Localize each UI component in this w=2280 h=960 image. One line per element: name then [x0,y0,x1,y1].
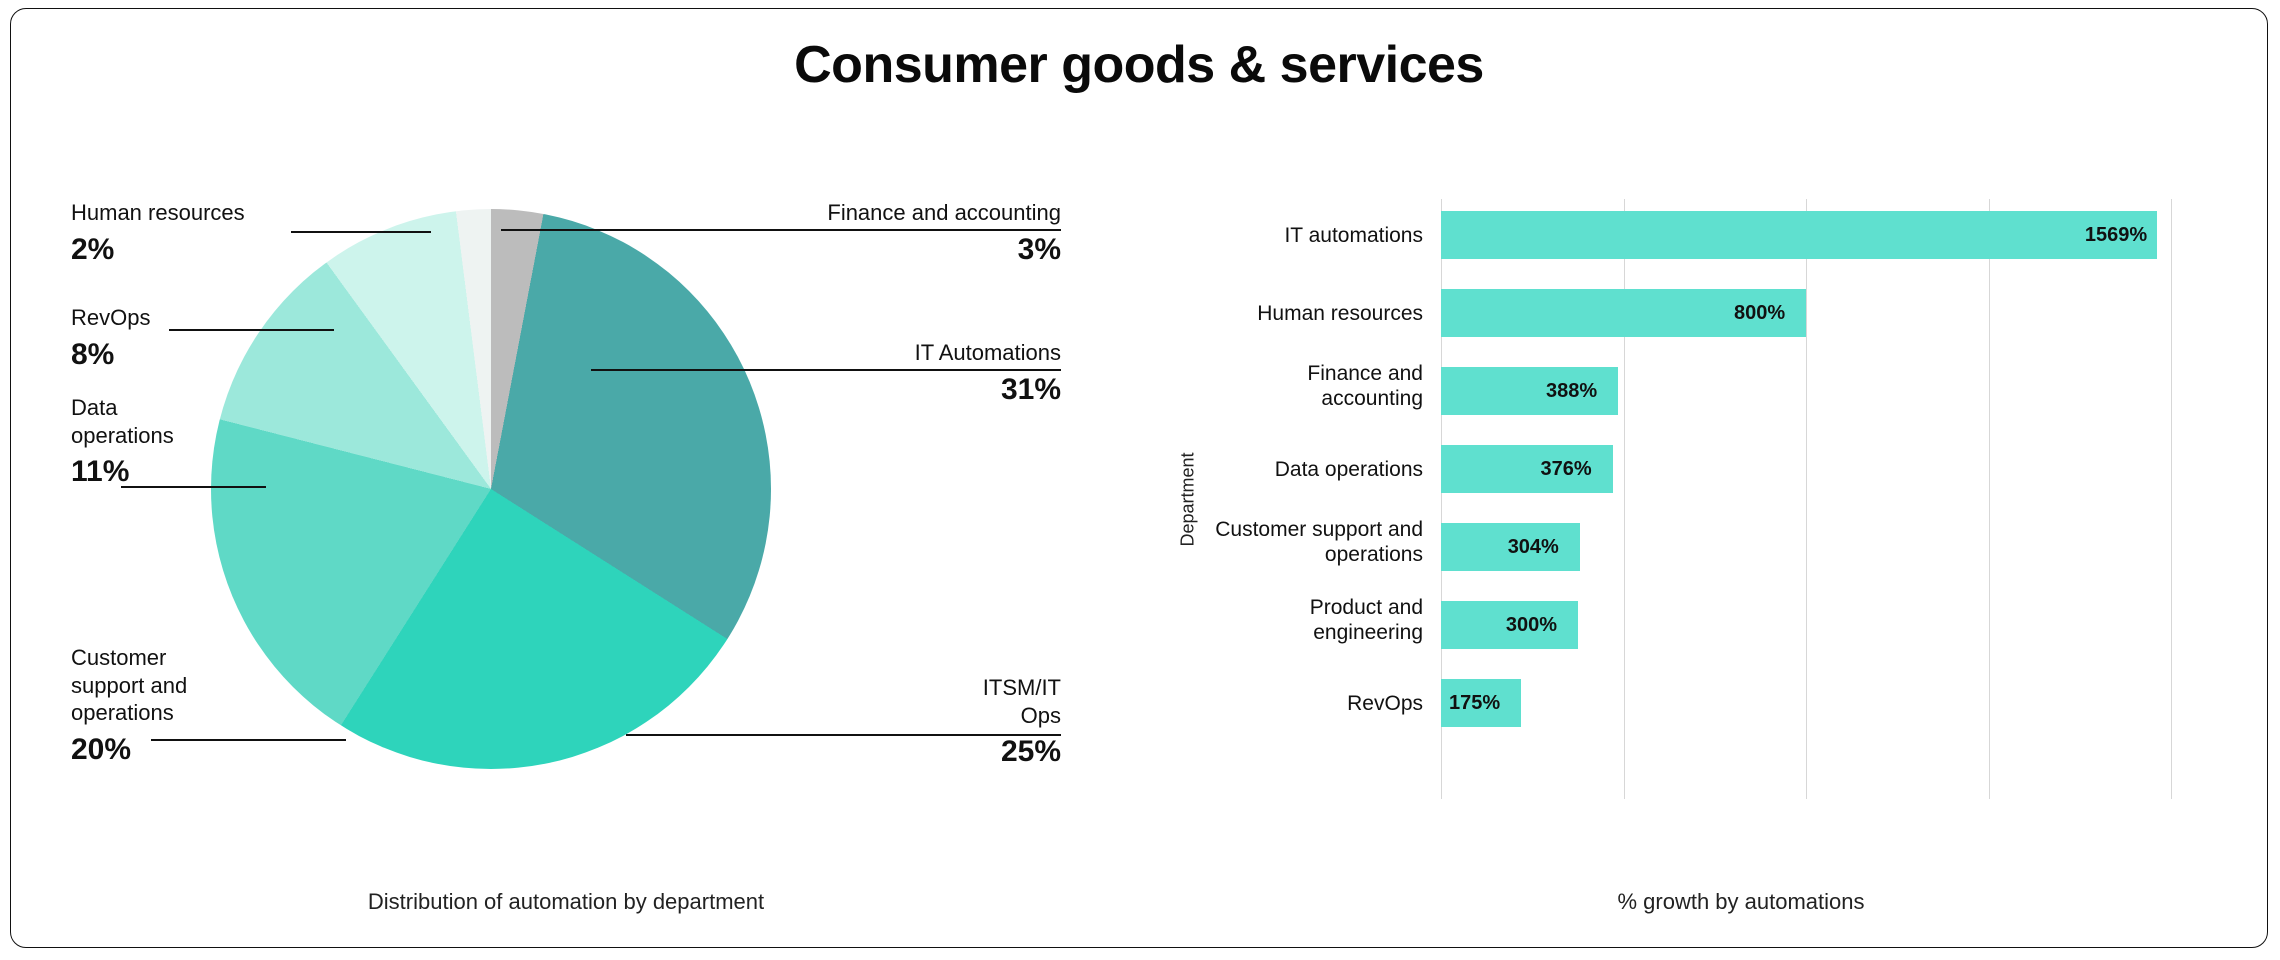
pie-label-custsupport: Customer support and operations 20% [71,644,231,768]
pie-label-itauto: IT Automations 31% [781,339,1061,408]
bar-value: 175% [1449,692,1500,715]
pie-label-hr: Human resources 2% [71,199,245,268]
pie-label-pct: 11% [71,453,201,491]
bar-value: 388% [1546,380,1597,403]
bar-caption: % growth by automations [1541,889,1941,915]
leader-line [626,734,1061,736]
bar-category-label: Finance and accounting [1203,361,1423,411]
pie-label-pct: 2% [71,231,245,269]
leader-line [591,369,1061,371]
leader-line [121,486,266,488]
bar-category-label: Data operations [1203,457,1423,482]
bar-chart: Department IT automations1569%Human reso… [1211,199,2201,869]
bar-category-label: RevOps [1203,691,1423,716]
bar-value: 800% [1734,302,1785,325]
bar-value: 1569% [2085,224,2147,247]
pie-label-text: Ops [781,702,1061,730]
leader-line [501,229,1061,231]
grid-line [1989,199,1990,799]
pie-label-text: Human resources [71,200,245,225]
pie-label-pct: 31% [781,371,1061,409]
pie-label-text: Customer support and operations [71,645,187,725]
leader-line [291,231,431,233]
pie-label-finacc: Finance and accounting 3% [781,199,1061,268]
pie-label-text: IT Automations [915,340,1061,365]
pie-label-text: Finance and accounting [827,200,1061,225]
pie-label-text: ITSM/IT [781,674,1061,702]
bar-axis-title: Department [1178,452,1199,546]
pie-label-dataops: Data operations 11% [71,394,201,491]
pie-label-pct: 8% [71,336,150,374]
bar-value: 304% [1508,536,1559,559]
leader-line [151,739,346,741]
pie-label-pct: 25% [781,733,1061,771]
bar-plot: IT automations1569%Human resources800%Fi… [1441,199,2171,799]
bar-value: 300% [1506,614,1557,637]
pie-label-itsm: ITSM/IT Ops 25% [781,674,1061,771]
bar-category-label: Product and engineering [1203,595,1423,645]
pie-label-text: Data operations [71,395,174,448]
grid-line [2171,199,2172,799]
pie-caption: Distribution of automation by department [286,889,846,915]
page-title: Consumer goods & services [11,35,2267,95]
pie-label-text: RevOps [71,305,150,330]
bar [1441,211,2157,259]
grid-line [1806,199,1807,799]
leader-line [169,329,334,331]
pie-label-pct: 3% [781,231,1061,269]
bar-category-label: Customer support and operations [1203,517,1423,567]
chart-card: Consumer goods & services Distribution o… [10,8,2268,948]
pie-label-pct: 20% [71,731,231,769]
bar-category-label: IT automations [1203,223,1423,248]
pie-graphic [211,209,771,769]
pie-label-revops: RevOps 8% [71,304,150,373]
bar-value: 376% [1541,458,1592,481]
bar-category-label: Human resources [1203,301,1423,326]
pie-chart [211,209,771,769]
